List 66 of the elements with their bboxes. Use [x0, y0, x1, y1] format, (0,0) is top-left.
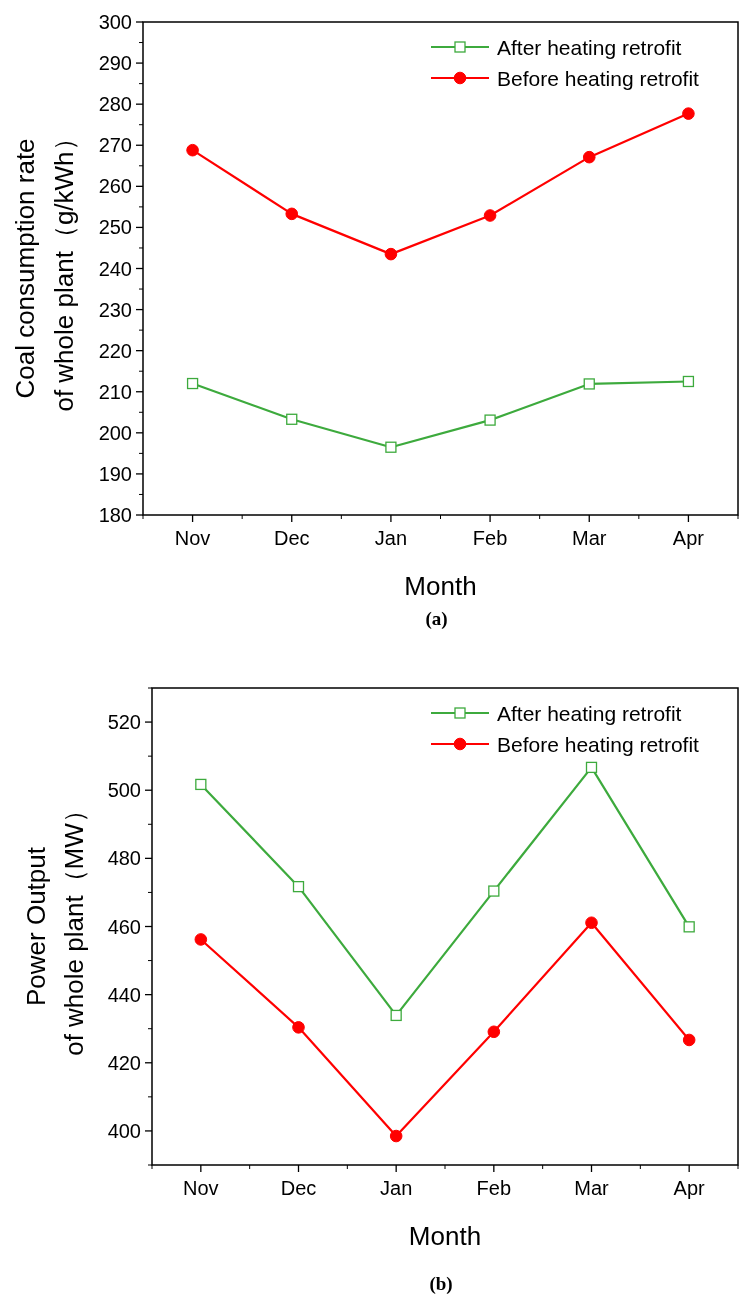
text: (b) [429, 1273, 453, 1295]
y-tick-label: 300 [98, 11, 132, 33]
y-tick-label: 500 [107, 779, 141, 802]
legend-label: After heating retrofit [497, 701, 682, 725]
point [488, 885, 500, 897]
y-tick-label: 290 [98, 52, 132, 75]
point [484, 414, 496, 426]
point [195, 778, 207, 791]
legend-label: Before heating retrofit [497, 66, 700, 90]
y-tick-label: 480 [107, 847, 141, 870]
y-tick-label: 440 [107, 983, 141, 1006]
y-axis-title: Coal consumption rate of whole plant（g/kWh） [10, 125, 79, 412]
legend-label: After heating retrofit [497, 35, 682, 59]
y-tick-label: 250 [98, 216, 132, 239]
point [186, 143, 199, 157]
y-tick-label: 460 [107, 915, 141, 938]
x-tick-label: Dec [280, 1177, 317, 1199]
y-tick-label: 520 [107, 711, 141, 734]
point [583, 378, 595, 390]
y-tick-label: 400 [107, 1119, 141, 1142]
y-tick-label: 230 [98, 298, 132, 321]
point [682, 107, 695, 120]
point [483, 209, 497, 222]
y-tick-label: 420 [107, 1051, 141, 1074]
x-tick-label: Mar [574, 1177, 610, 1199]
point [285, 207, 299, 221]
x-tick-label: Feb [476, 1177, 512, 1199]
x-tick-label: Feb [472, 527, 508, 549]
y-tick-label: 270 [98, 134, 132, 157]
x-axis-title: Month [404, 571, 477, 601]
x-tick-label: Jan [380, 1177, 413, 1199]
point [487, 1025, 501, 1039]
y-tick-label: 180 [98, 504, 132, 526]
x-tick-label: Nov [174, 527, 211, 549]
y-tick-label: 260 [98, 175, 132, 198]
point [385, 441, 397, 453]
y-tick-label: 240 [98, 257, 132, 280]
point [682, 1033, 696, 1047]
x-tick-label: Apr [672, 527, 705, 549]
point [585, 761, 598, 774]
point [194, 933, 208, 946]
y-tick-label: 200 [98, 421, 132, 444]
point [389, 1129, 403, 1143]
point [682, 375, 695, 388]
y-tick-label: 190 [98, 462, 132, 485]
point [585, 916, 598, 930]
point [186, 377, 199, 390]
point [390, 1009, 402, 1022]
text: (a) [425, 608, 448, 630]
point [683, 921, 695, 933]
x-tick-label: Apr [673, 1177, 706, 1199]
point [582, 150, 596, 164]
x-tick-label: Nov [183, 1177, 219, 1199]
y-tick-label: 220 [98, 339, 132, 362]
y-axis-title: Power Output of whole plant（MW） [21, 797, 89, 1056]
legend-label: Before heating retrofit [497, 732, 700, 756]
x-tick-label: Mar [572, 527, 607, 549]
point [384, 247, 398, 261]
point [292, 1021, 305, 1034]
y-tick-label: 280 [98, 93, 132, 116]
y-tick-label: 210 [98, 380, 132, 403]
x-tick-label: Jan [374, 527, 408, 549]
x-axis-title: Month [408, 1221, 482, 1251]
x-tick-label: Dec [273, 527, 310, 549]
point [292, 880, 305, 893]
point [286, 413, 298, 425]
